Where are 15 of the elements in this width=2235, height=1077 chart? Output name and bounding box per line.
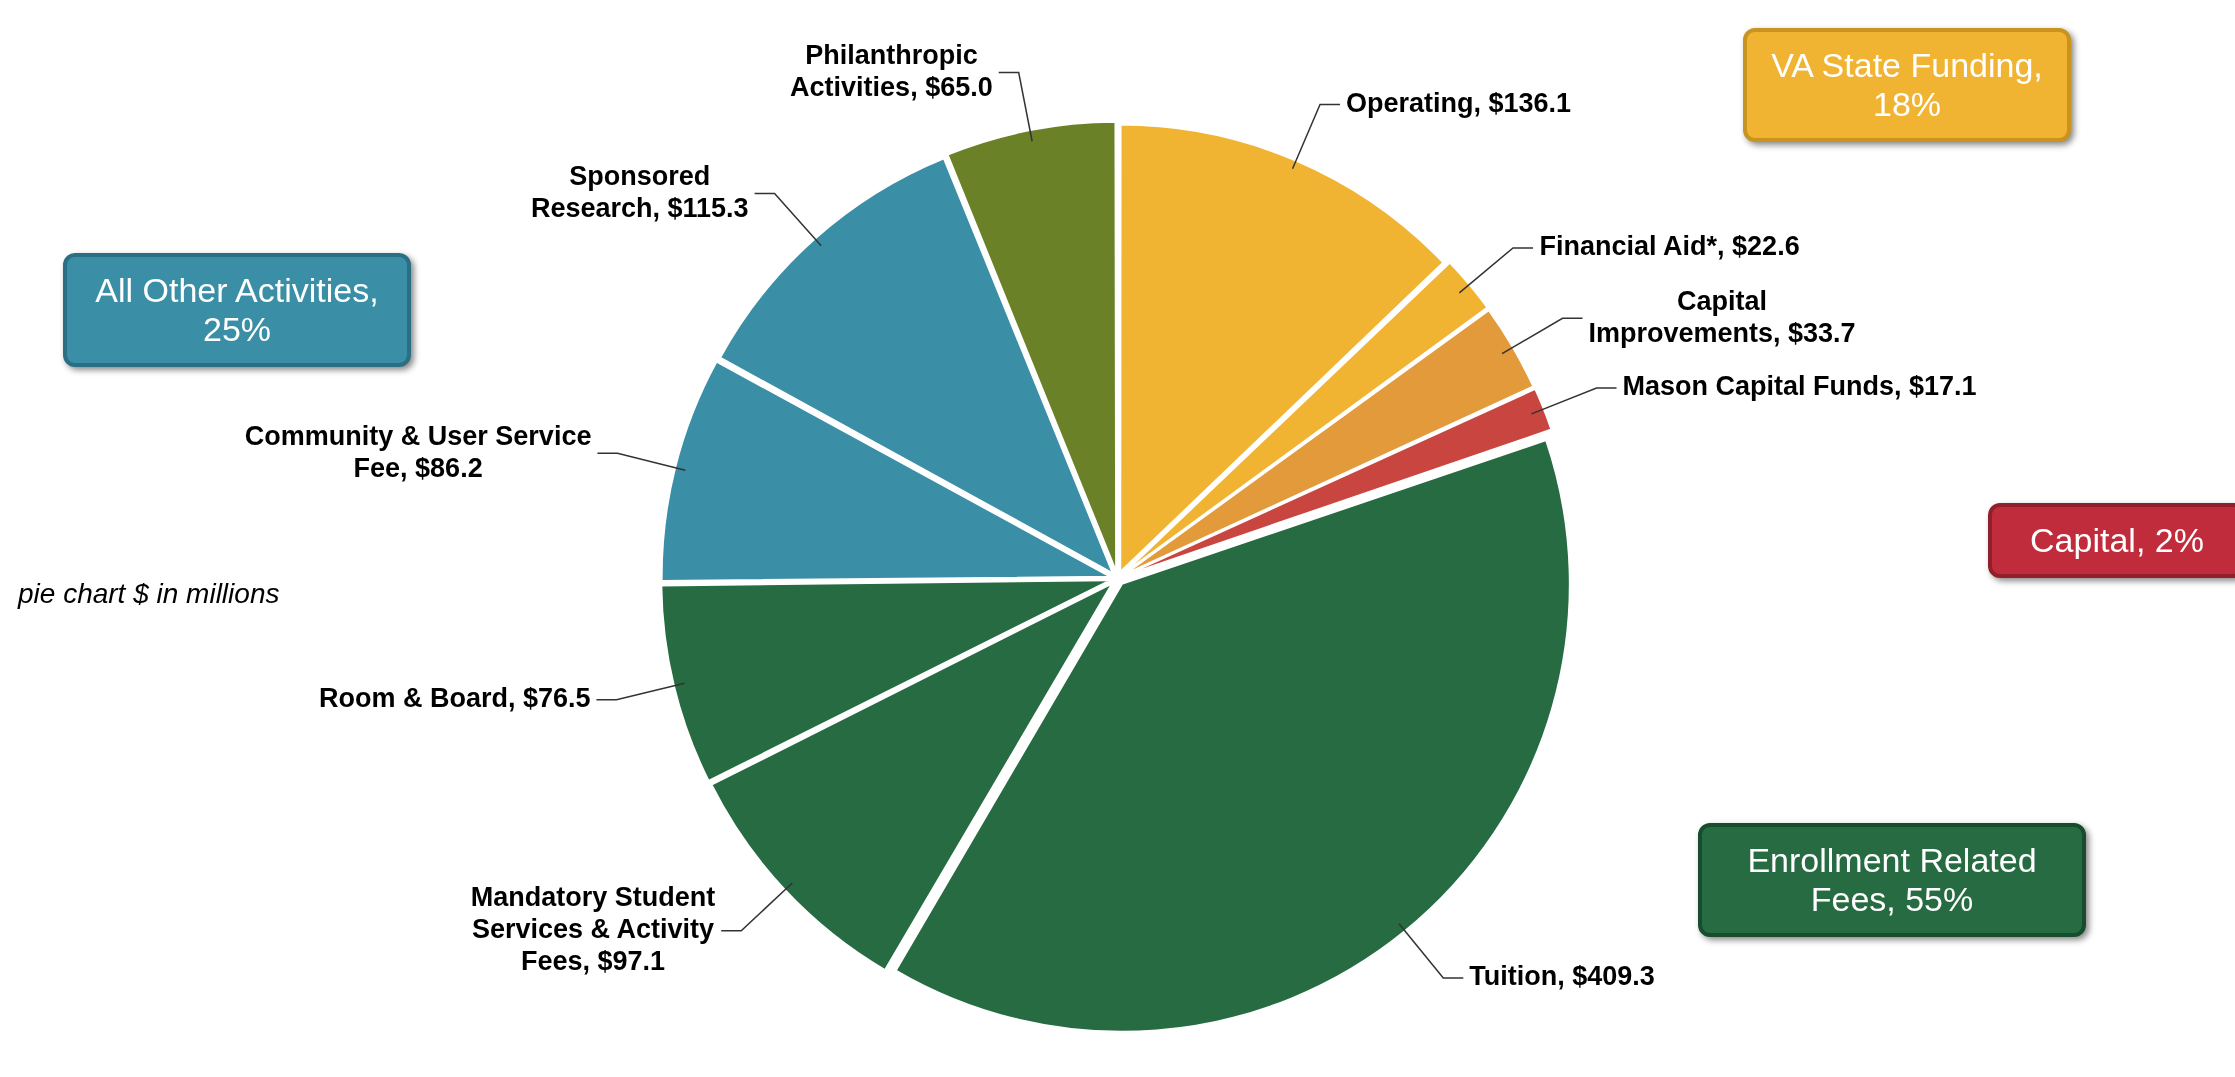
slice-label: Capital Improvements, $33.7 [1588, 285, 1856, 348]
text: Enrollment Related Fees, 55% [1698, 823, 2086, 937]
text: Capital, 2% [1988, 503, 2235, 578]
slice-label: Financial Aid*, $22.6 [1539, 231, 1800, 262]
text: pie chart $ in millions [18, 578, 280, 610]
slice-label: Sponsored Research, $115.3 [530, 161, 749, 224]
text: All Other Activities, 25% [63, 253, 411, 367]
text: VA State Funding, 18% [1743, 28, 2071, 142]
slice-label: Tuition, $409.3 [1469, 961, 1655, 992]
slice-label: Room & Board, $76.5 [318, 683, 591, 714]
slice-label: Mandatory Student Services & Activity Fees, $97.1 [470, 882, 716, 977]
slice-label: Community & User Service Fee, $86.2 [244, 420, 592, 483]
slice-label: Mason Capital Funds, $17.1 [1622, 371, 1977, 402]
slice-label: Operating, $136.1 [1346, 87, 1572, 118]
slice-label: Philanthropic Activities, $65.0 [790, 40, 993, 103]
